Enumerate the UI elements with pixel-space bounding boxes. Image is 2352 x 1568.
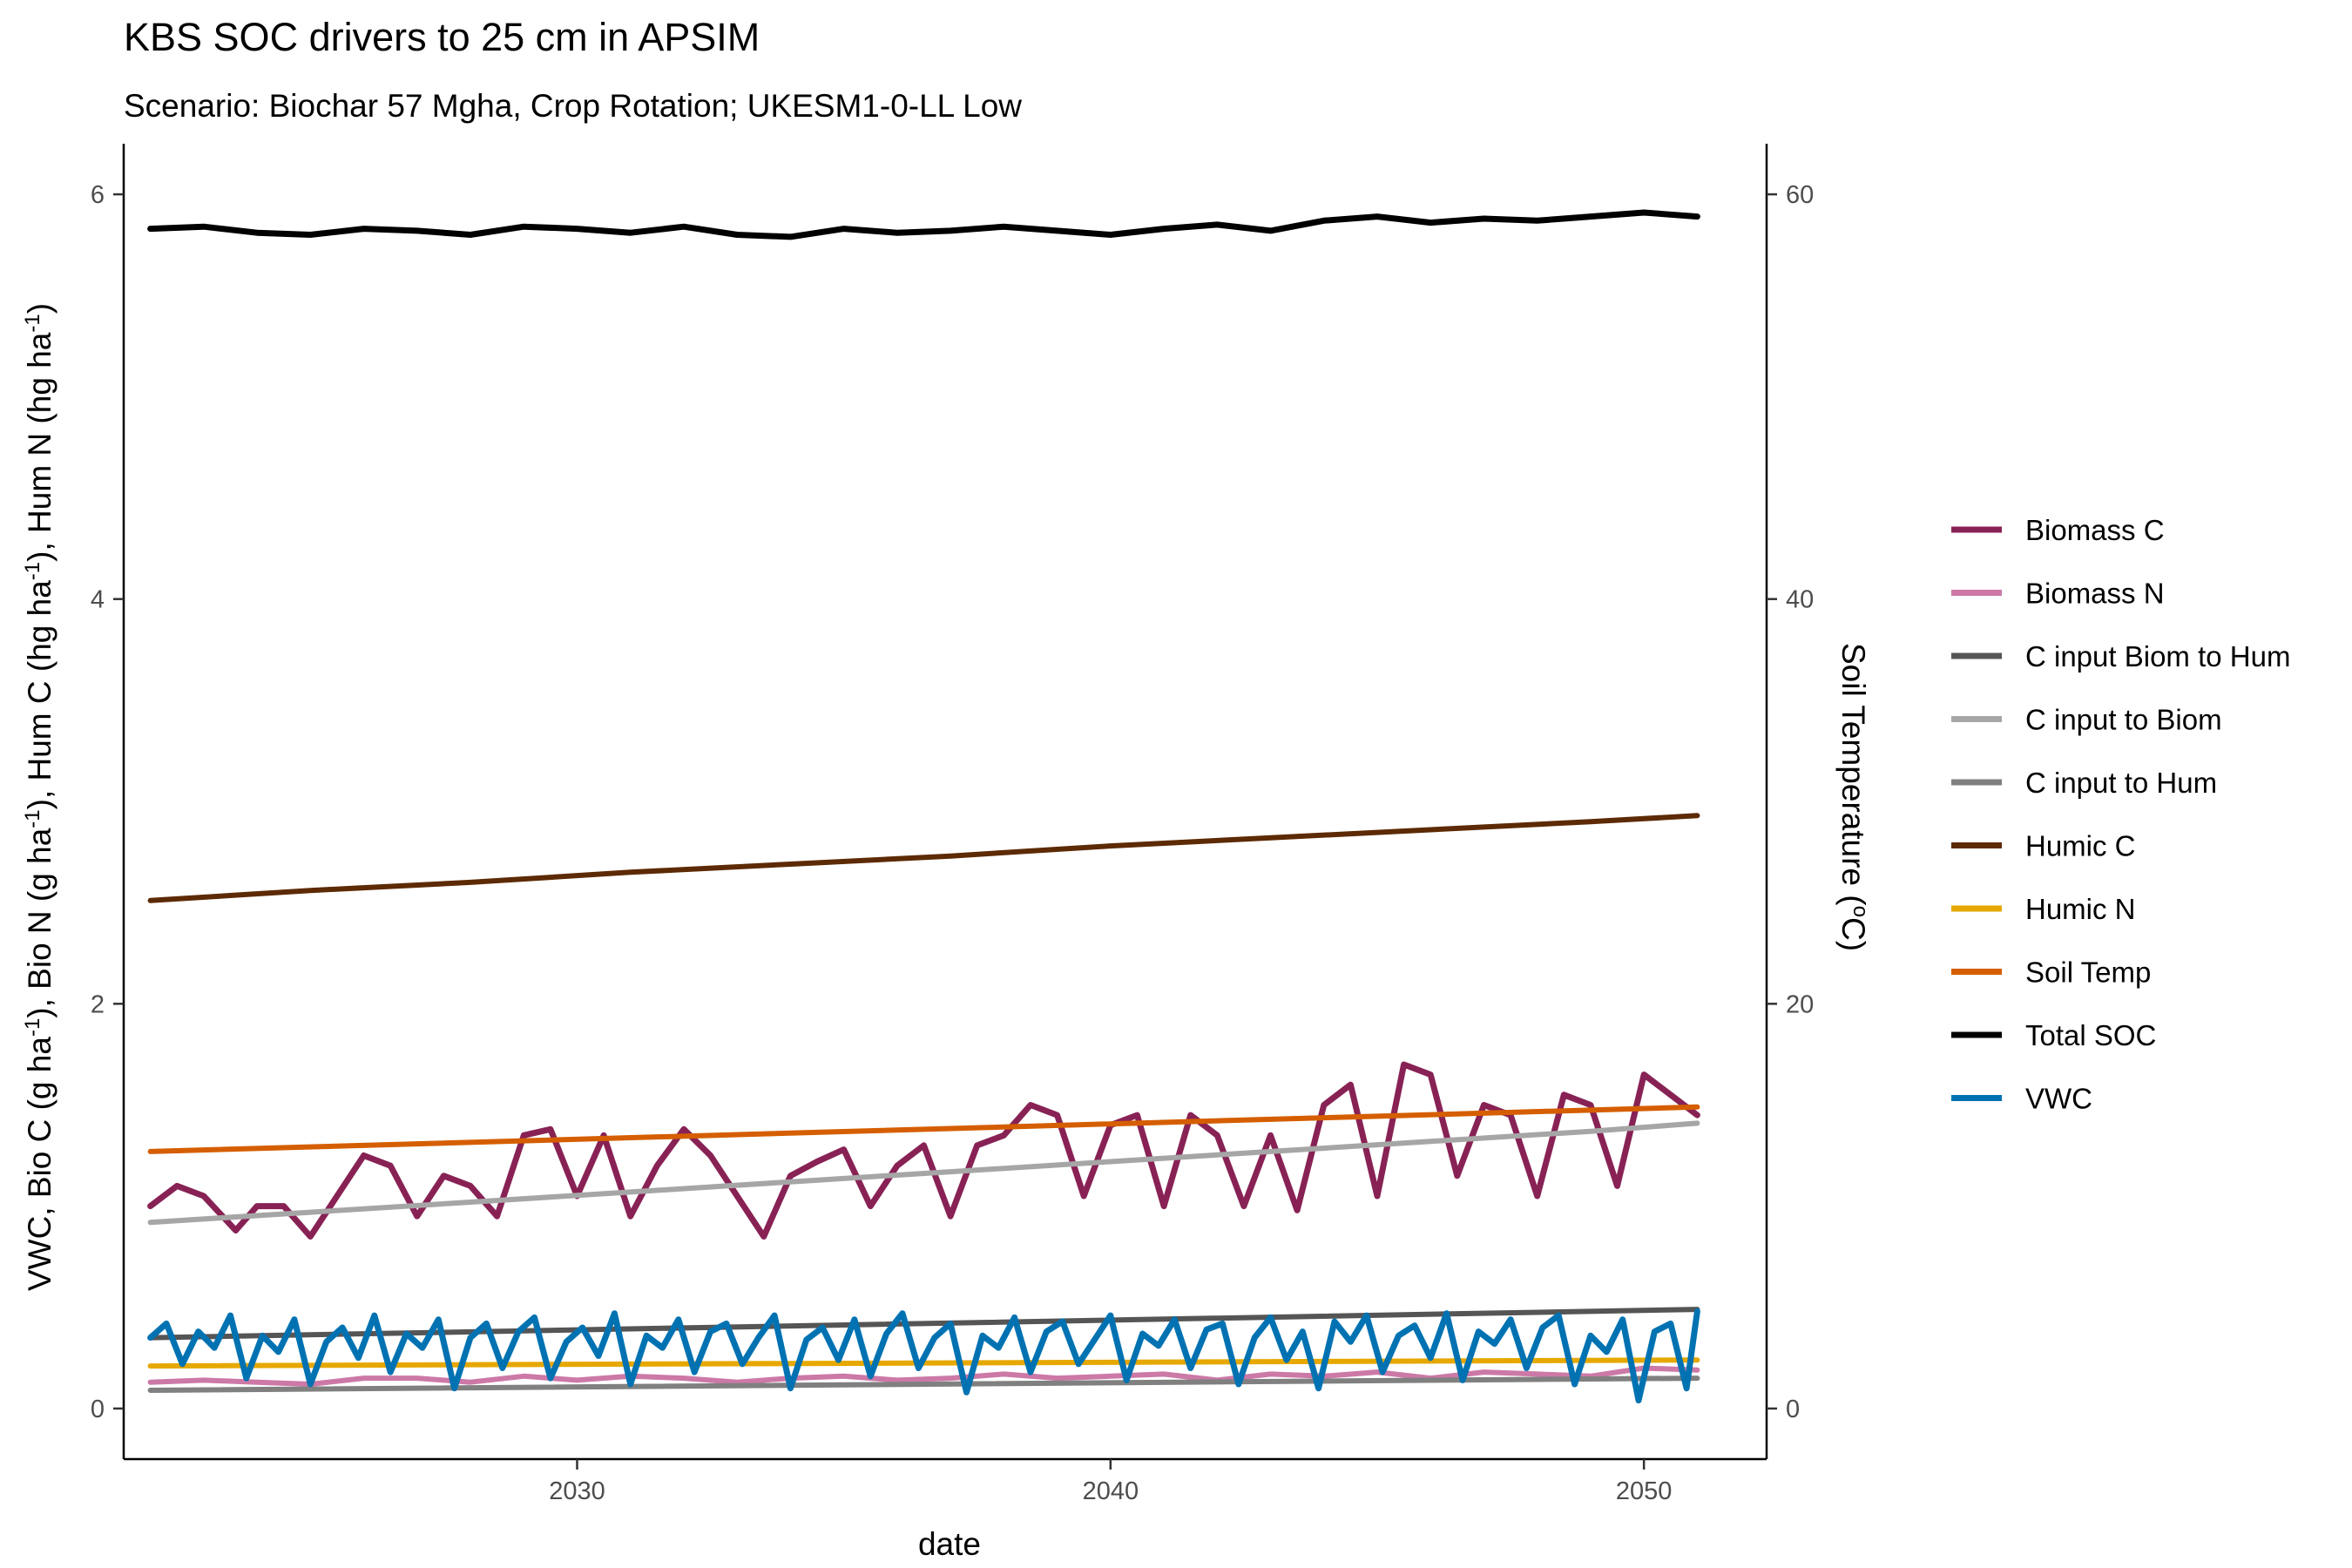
y-left-label-part: ), Bio N (g ha <box>22 828 57 1017</box>
y-left-label-sup: -1 <box>21 562 44 580</box>
y-left-label-part: VWC, Bio C (g ha <box>22 1037 57 1291</box>
legend-label-humic-n: Humic N <box>2025 893 2136 925</box>
series-line-vwc <box>147 1308 1700 1404</box>
y-right-tick-label: 0 <box>1786 1396 1800 1423</box>
y-right-tick-label: 40 <box>1786 586 1814 614</box>
chart-subtitle: Scenario: Biochar 57 Mgha, Crop Rotation… <box>124 88 1022 124</box>
x-axis-title: date <box>918 1526 981 1562</box>
legend-label-c-input-to-biom: C input to Biom <box>2025 704 2222 736</box>
x-tick-label: 2050 <box>1616 1477 1673 1505</box>
series-line-total-soc <box>147 209 1700 240</box>
legend-label-soil-temp: Soil Temp <box>2025 956 2151 989</box>
legend: Biomass C Biomass N C input Biom to Hum C i… <box>1951 514 2290 1115</box>
legend-label-c-input-to-hum: C input to Hum <box>2025 767 2217 799</box>
legend-label-biomass-n: Biomass N <box>2025 578 2165 610</box>
y-left-label-sup: -1 <box>21 809 44 828</box>
y-left-label-part: ), Hum N (hg ha <box>22 332 57 562</box>
y-right-tick-label: 20 <box>1786 990 1814 1018</box>
y-left-label-sup: -1 <box>21 1018 44 1037</box>
x-tick-label: 2040 <box>1083 1477 1139 1505</box>
legend-label-total-soc: Total SOC <box>2025 1019 2156 1051</box>
legend-label-humic-c: Humic C <box>2025 830 2136 862</box>
y-right-tick-label: 60 <box>1786 181 1814 209</box>
series-line-soil-temp <box>147 1104 1700 1154</box>
y-left-tick-label: 0 <box>91 1396 105 1423</box>
y-left-tick-label: 6 <box>91 181 105 209</box>
legend-label-biomass-c: Biomass C <box>2025 514 2165 546</box>
series-line-c-input-to-biom <box>147 1120 1700 1226</box>
y-left-label-sup: -1 <box>21 314 44 332</box>
series-line-biomass-c <box>147 1061 1700 1240</box>
chart-title: KBS SOC drivers to 25 cm in APSIM <box>124 15 760 59</box>
x-tick-label: 2030 <box>549 1477 605 1505</box>
series-line-biomass-n <box>147 1365 1700 1387</box>
y-right-label-part: C) <box>1835 917 1871 951</box>
y-right-label-part: Soil Temperature ( <box>1835 643 1871 906</box>
y-axis-left-title: VWC, Bio C (g ha-1), Bio N (g ha-1), Hum… <box>21 303 58 1291</box>
series-line-humic-c <box>147 813 1700 903</box>
y-right-label-sup: o <box>1849 906 1873 917</box>
series-layer <box>147 209 1700 1404</box>
y-left-label-part: ) <box>22 303 57 314</box>
series-line-c-input-to-hum <box>147 1375 1700 1393</box>
y-left-tick-label: 4 <box>91 586 105 614</box>
y-left-tick-label: 2 <box>91 990 105 1018</box>
legend-label-c-input-biom-to-hum: C input Biom to Hum <box>2025 640 2290 672</box>
y-left-label-part: ), Hum C (hg ha <box>22 580 57 810</box>
legend-label-vwc: VWC <box>2025 1083 2092 1115</box>
y-axis-right-title: Soil Temperature (oC) <box>1835 643 1873 951</box>
